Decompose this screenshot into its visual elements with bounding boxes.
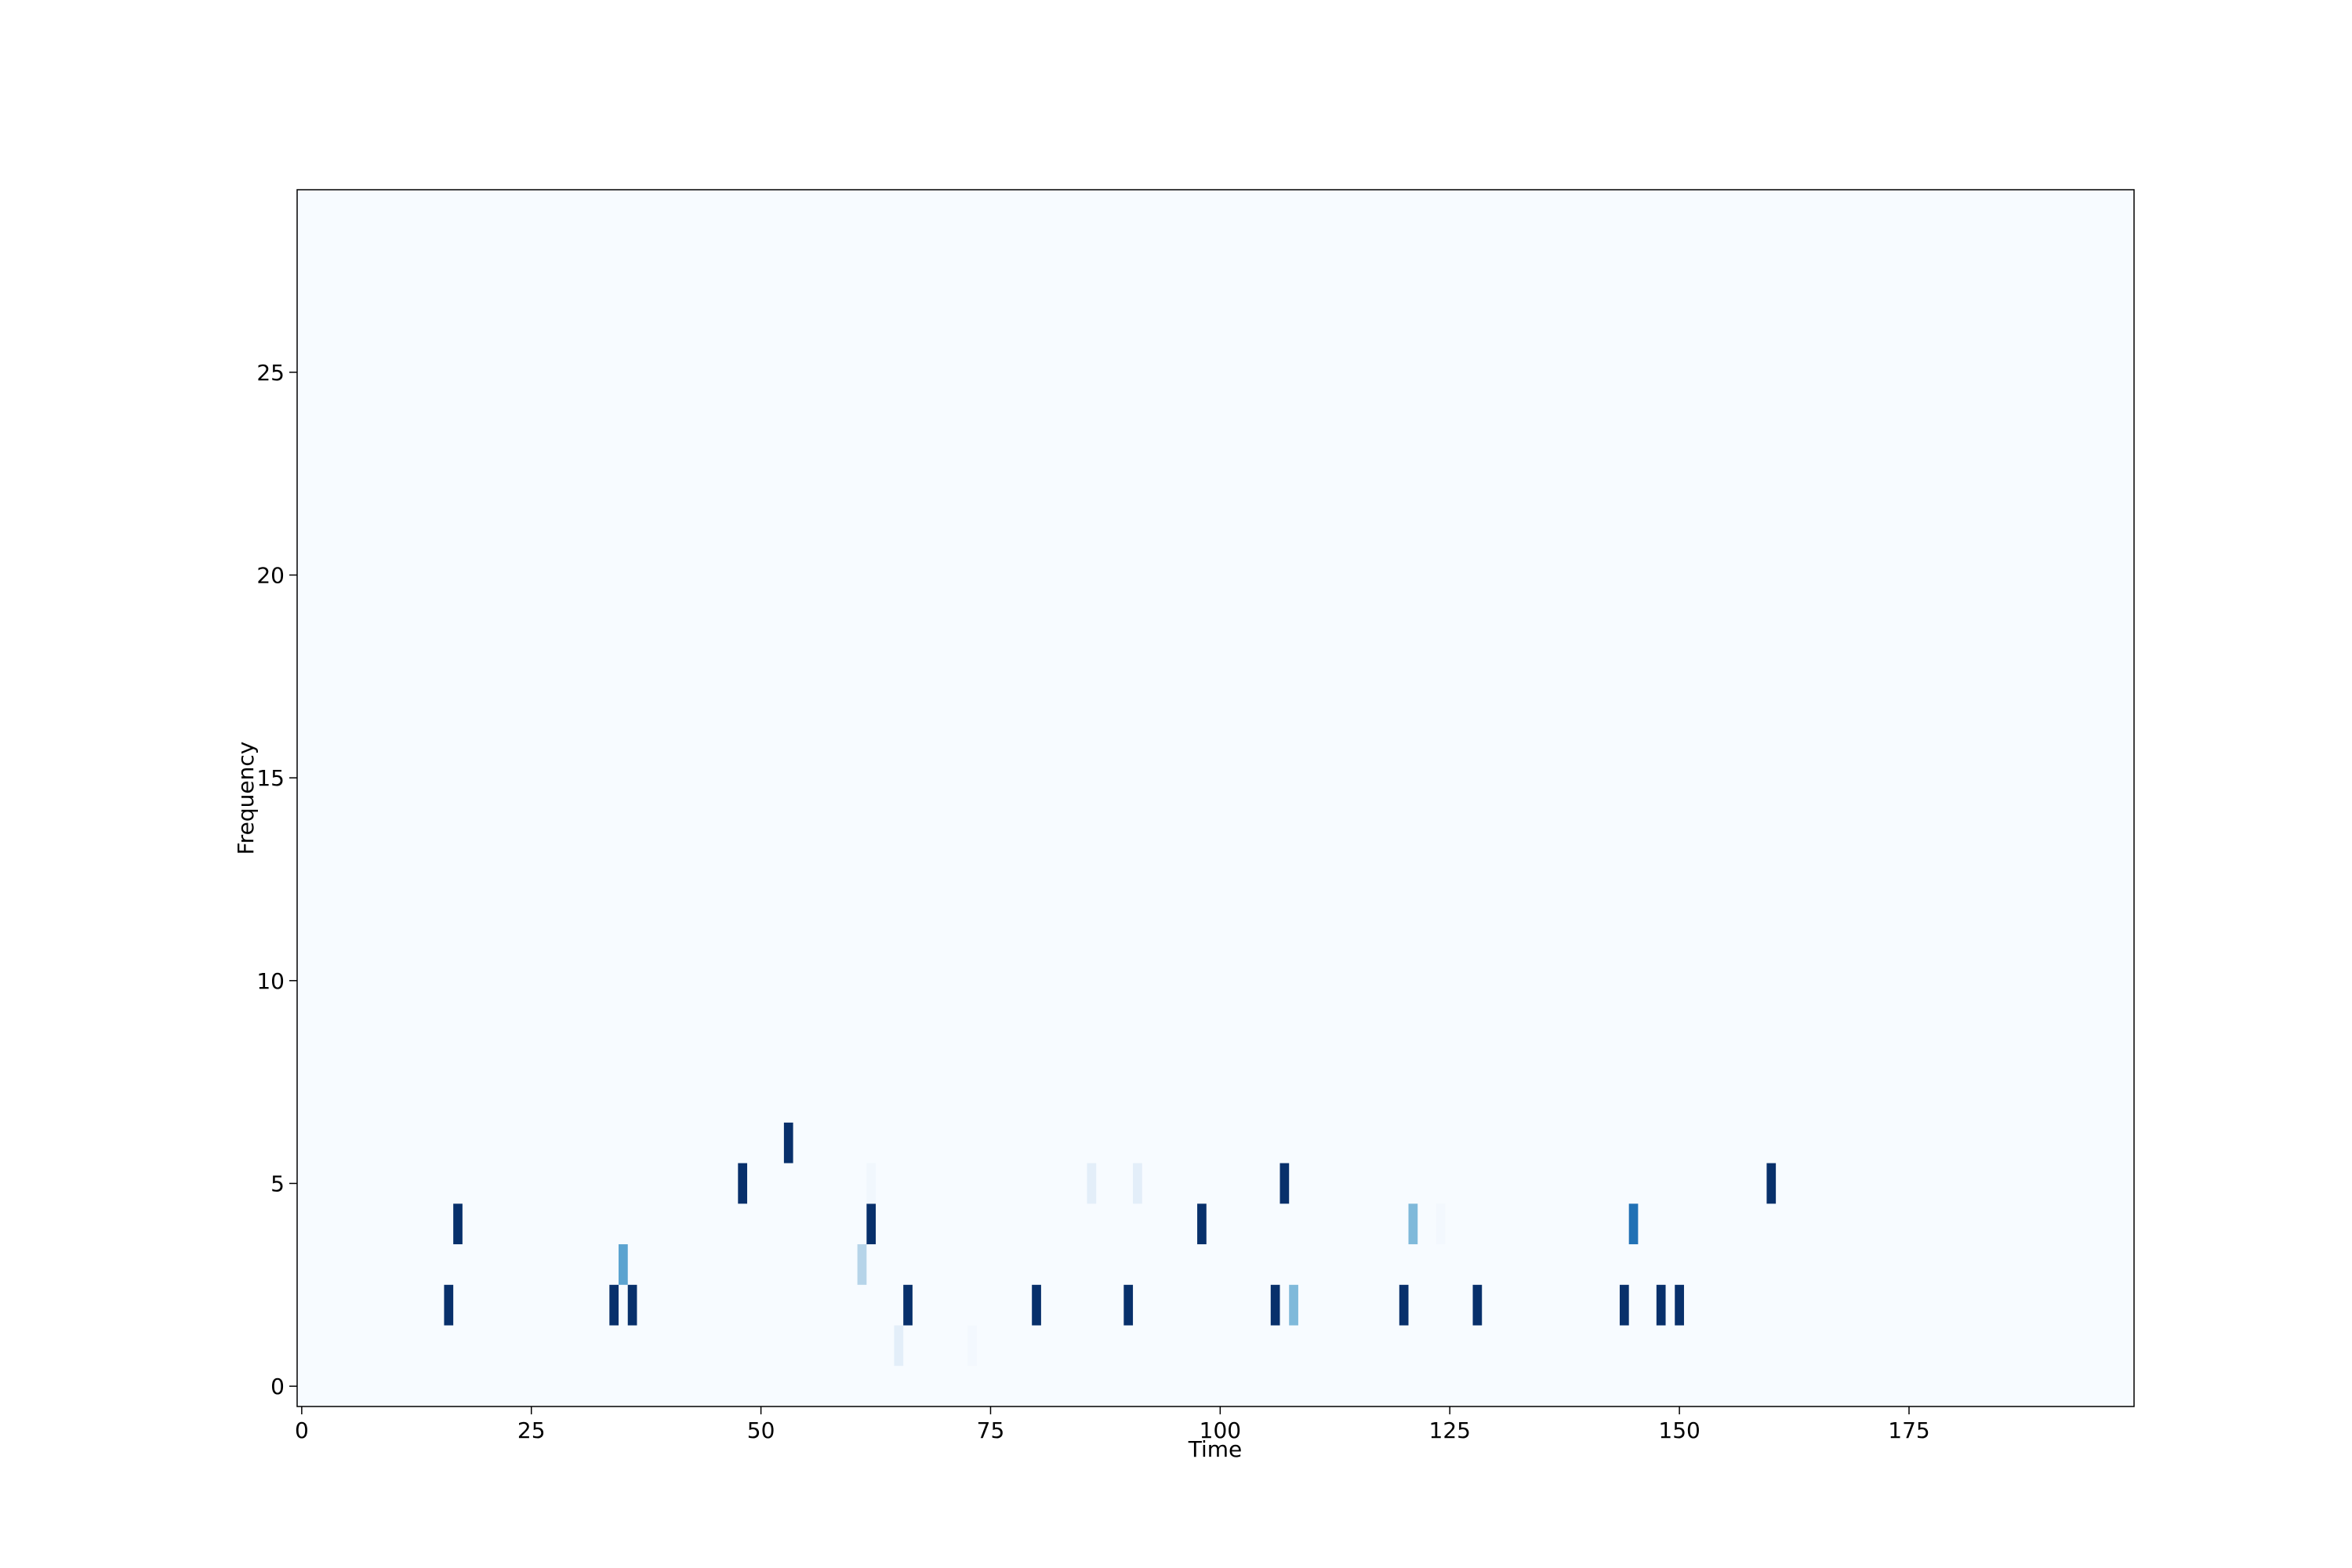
heatmap-cell: [1289, 1284, 1298, 1326]
heatmap-cell: [1087, 1163, 1097, 1204]
plot-frame: [296, 189, 2135, 1407]
heatmap-cell: [1133, 1163, 1142, 1204]
heatmap-cell: [1628, 1203, 1639, 1245]
heatmap-cell: [1270, 1284, 1280, 1326]
heatmap-cell: [1472, 1284, 1483, 1326]
heatmap-cell: [1766, 1163, 1777, 1204]
heatmap-cell: [619, 1244, 628, 1285]
y-tick-label: 10: [256, 968, 285, 994]
heatmap-cell: [1675, 1284, 1684, 1326]
y-tick-label: 0: [270, 1374, 285, 1399]
x-axis-label: Time: [1188, 1436, 1243, 1462]
heatmap-cell: [783, 1122, 793, 1163]
plot-background: [297, 190, 2134, 1406]
y-tick-label: 5: [270, 1171, 285, 1196]
x-tick-label: 100: [1200, 1417, 1241, 1443]
heatmap-cell: [1656, 1284, 1666, 1326]
y-axis-label: Frequency: [233, 742, 259, 855]
heatmap-cell: [1279, 1163, 1290, 1204]
heatmap-cell: [967, 1325, 977, 1367]
heatmap-cell: [1123, 1284, 1134, 1326]
heatmap-cell: [444, 1284, 454, 1326]
heatmap-cell: [738, 1163, 748, 1204]
y-tick-label: 20: [256, 562, 285, 588]
heatmap-cell: [1436, 1203, 1446, 1245]
x-tick-label: 150: [1658, 1417, 1700, 1443]
heatmap-cell: [1032, 1284, 1041, 1326]
heatmap-cell: [627, 1284, 637, 1326]
heatmap-cell: [609, 1284, 619, 1326]
y-tick-label: 15: [256, 765, 285, 791]
heatmap-cell: [1197, 1203, 1207, 1245]
x-axis-ticks: 0 25 50 75 100 125 150 175: [295, 1406, 1930, 1443]
x-tick-label: 0: [295, 1417, 309, 1443]
y-tick-label: 25: [256, 360, 285, 386]
heatmap-cell: [894, 1325, 904, 1367]
heatmap-cell: [866, 1163, 877, 1204]
heatmap-cell: [1619, 1284, 1629, 1326]
heatmap-cell: [866, 1203, 877, 1245]
x-tick-label: 75: [977, 1417, 1005, 1443]
heatmap-cell: [903, 1284, 913, 1326]
heatmap-cell: [1399, 1284, 1409, 1326]
x-tick-label: 125: [1429, 1417, 1471, 1443]
heatmap-cell: [453, 1203, 463, 1245]
heatmap-cell: [1408, 1203, 1418, 1245]
y-axis-ticks: 0 5 10 15 20 25: [256, 360, 297, 1399]
x-tick-label: 50: [747, 1417, 775, 1443]
x-tick-label: 25: [517, 1417, 546, 1443]
heatmap-cells: [444, 1122, 1777, 1367]
x-tick-label: 175: [1888, 1417, 1929, 1443]
heatmap-cell: [857, 1244, 867, 1285]
